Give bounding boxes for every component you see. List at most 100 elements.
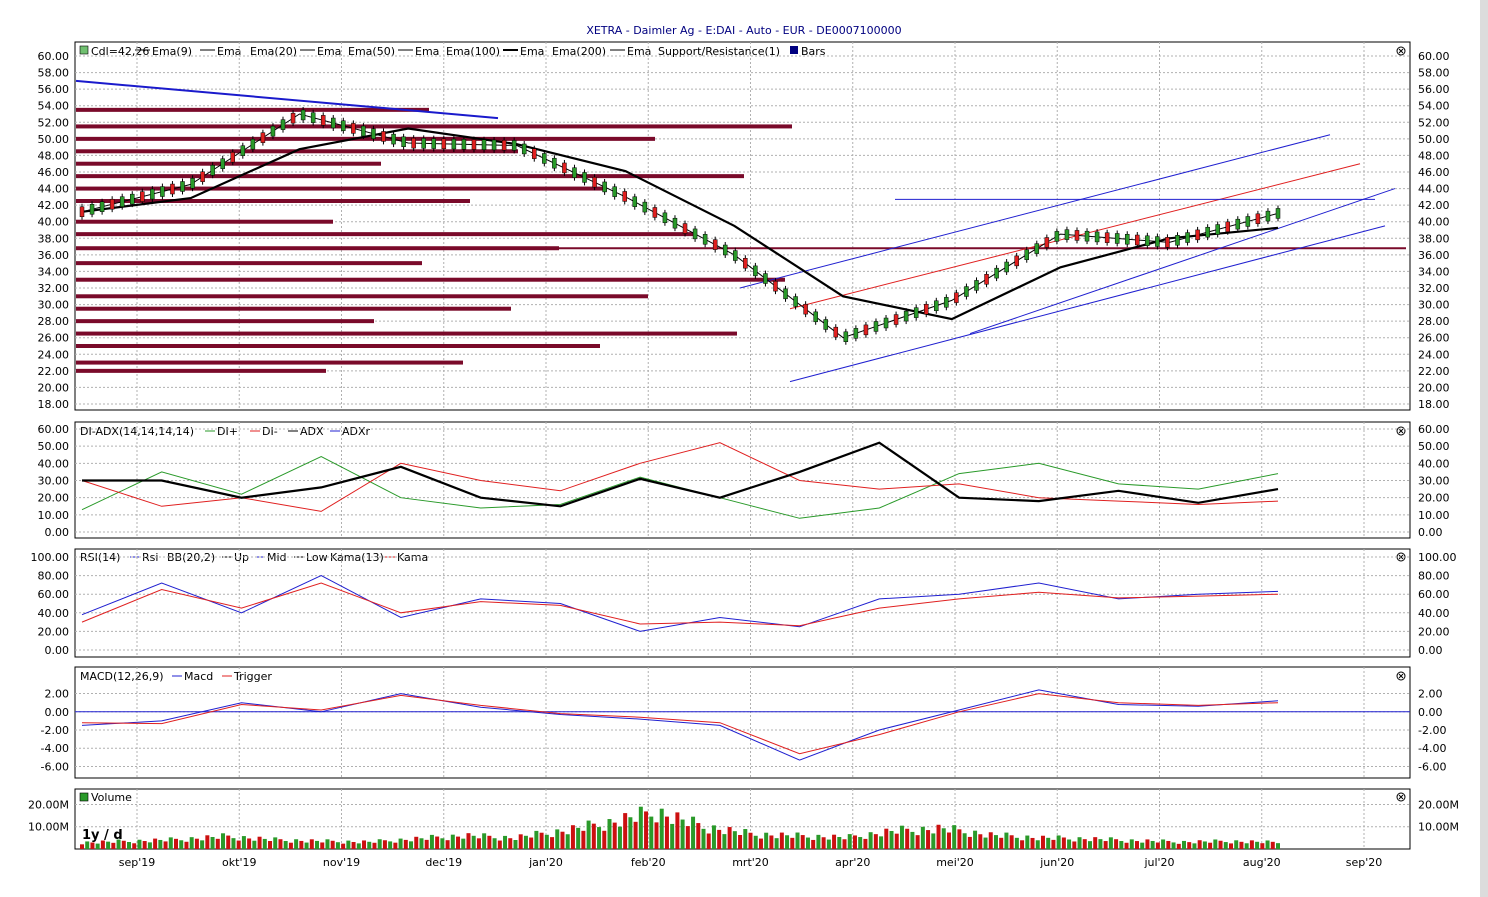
y-tick-right-3-0: 2.00 bbox=[1418, 688, 1443, 701]
volume-bar-89 bbox=[544, 834, 549, 849]
price-close-icon[interactable] bbox=[1396, 46, 1406, 56]
volume-bar-71 bbox=[450, 834, 455, 849]
sr-bar-5 bbox=[76, 306, 511, 311]
volume-bar-91 bbox=[555, 829, 560, 849]
volume-bar-175 bbox=[993, 835, 998, 849]
volume-bar-44 bbox=[309, 839, 314, 849]
volume-bar-150 bbox=[863, 838, 868, 849]
x-tick-label-4: jan'20 bbox=[528, 856, 563, 869]
y-tick-right-2-5: 0.00 bbox=[1418, 644, 1443, 657]
volume-bar-51 bbox=[346, 840, 351, 849]
volume-bar-113 bbox=[670, 823, 675, 849]
volume-annotation: 1y / d bbox=[82, 828, 123, 843]
volume-bar-223 bbox=[1244, 843, 1249, 849]
legend-up: Up bbox=[234, 551, 249, 564]
candle-body-118 bbox=[1265, 210, 1271, 222]
candle-body-16 bbox=[240, 145, 246, 156]
volume-bar-201 bbox=[1129, 839, 1134, 849]
volume-bar-139 bbox=[805, 837, 810, 849]
candle-body-29 bbox=[371, 128, 376, 139]
volume-bar-105 bbox=[628, 817, 633, 849]
volume-bar-34 bbox=[257, 836, 262, 849]
y-tick-left-0-21: 18.00 bbox=[38, 398, 70, 411]
volume-bar-171 bbox=[973, 830, 978, 849]
candle-body-15 bbox=[230, 151, 236, 163]
y-tick-right-4-1: 10.00M bbox=[1418, 821, 1459, 834]
volume-bar-142 bbox=[821, 837, 826, 849]
candle-body-93 bbox=[1014, 255, 1019, 267]
volume-bar-90 bbox=[550, 837, 555, 849]
candle-body-46 bbox=[542, 153, 547, 164]
volume-bar-172 bbox=[978, 834, 983, 849]
volume-bar-18 bbox=[174, 838, 179, 849]
volume-bar-38 bbox=[278, 839, 283, 849]
candle-body-107 bbox=[1155, 236, 1160, 247]
candle-body-69 bbox=[773, 280, 778, 292]
candle-body-62 bbox=[702, 234, 708, 245]
candle-body-88 bbox=[964, 286, 969, 297]
volume-bar-115 bbox=[680, 819, 685, 849]
x-tick-label-5: feb'20 bbox=[631, 856, 666, 869]
volume-bar-228 bbox=[1270, 841, 1275, 849]
volume-bar-134 bbox=[779, 832, 784, 849]
volume-bar-59 bbox=[388, 841, 393, 849]
volume-bar-26 bbox=[215, 838, 220, 849]
volume-bar-110 bbox=[654, 822, 659, 849]
volume-bar-199 bbox=[1119, 841, 1124, 849]
volume-bar-207 bbox=[1161, 839, 1166, 849]
volume-bar-6 bbox=[111, 842, 116, 849]
candle-body-30 bbox=[381, 131, 386, 142]
volume-bar-97 bbox=[586, 820, 591, 849]
volume-bar-145 bbox=[837, 837, 842, 849]
volume-bar-136 bbox=[790, 837, 795, 849]
volume-bar-152 bbox=[873, 834, 878, 849]
volume-bar-193 bbox=[1087, 841, 1092, 849]
volume-bar-178 bbox=[1009, 835, 1014, 849]
volume-bar-166 bbox=[946, 832, 951, 849]
volume-close-icon[interactable] bbox=[1396, 792, 1406, 802]
candle-body-42 bbox=[501, 139, 507, 151]
y-tick-right-0-7: 46.00 bbox=[1418, 166, 1450, 179]
macd-close-icon[interactable] bbox=[1396, 671, 1406, 681]
volume-bar-25 bbox=[210, 836, 215, 849]
y-tick-left-0-10: 40.00 bbox=[38, 216, 70, 229]
y-tick-left-0-9: 42.00 bbox=[38, 199, 70, 212]
candle-body-49 bbox=[572, 167, 577, 178]
channel-lower2 bbox=[969, 188, 1396, 335]
volume-bar-7 bbox=[116, 839, 121, 849]
candle-body-35 bbox=[431, 138, 437, 149]
y-tick-left-2-0: 100.00 bbox=[31, 551, 70, 564]
volume-bar-210 bbox=[1176, 843, 1181, 849]
y-tick-right-3-1: 0.00 bbox=[1418, 706, 1443, 719]
volume-bar-95 bbox=[576, 827, 581, 849]
volume-bar-189 bbox=[1067, 839, 1072, 849]
volume-bar-147 bbox=[847, 834, 852, 849]
volume-bar-146 bbox=[842, 839, 847, 849]
volume-bar-184 bbox=[1040, 835, 1045, 849]
volume-bar-52 bbox=[351, 841, 356, 849]
y-tick-right-0-9: 42.00 bbox=[1418, 199, 1450, 212]
y-tick-left-0-2: 56.00 bbox=[38, 83, 70, 96]
volume-bar-48 bbox=[330, 840, 335, 849]
dmi-close-icon[interactable] bbox=[1396, 426, 1406, 436]
volume-bar-77 bbox=[482, 833, 487, 849]
candle-body-21 bbox=[290, 112, 296, 124]
y-tick-right-0-4: 52.00 bbox=[1418, 116, 1450, 129]
y-tick-left-3-2: -2.00 bbox=[41, 724, 69, 737]
y-tick-left-1-4: 20.00 bbox=[38, 492, 70, 505]
volume-bar-45 bbox=[315, 840, 320, 849]
channel-lower bbox=[789, 225, 1386, 383]
candle-body-111 bbox=[1195, 229, 1200, 241]
volume-bar-196 bbox=[1103, 841, 1108, 849]
volume-bar-63 bbox=[409, 841, 414, 849]
candle-body-18 bbox=[260, 132, 266, 143]
x-tick-label-0: sep'19 bbox=[119, 856, 156, 869]
sr-bar-3 bbox=[76, 331, 737, 336]
y-tick-left-0-6: 48.00 bbox=[38, 149, 70, 162]
y-tick-left-0-19: 22.00 bbox=[38, 365, 70, 378]
volume-bar-46 bbox=[320, 842, 325, 849]
candle-body-66 bbox=[743, 257, 748, 269]
volume-bar-67 bbox=[429, 834, 434, 849]
volume-bar-39 bbox=[283, 840, 288, 849]
candle-body-28 bbox=[361, 125, 366, 137]
